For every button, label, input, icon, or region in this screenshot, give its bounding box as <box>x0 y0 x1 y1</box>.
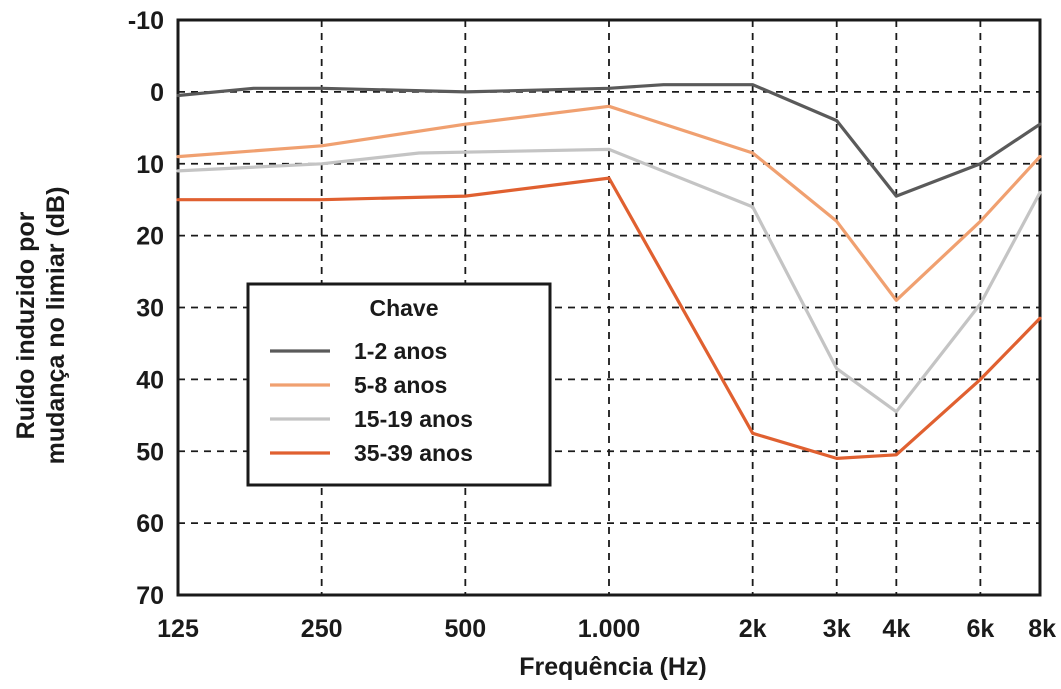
series-line-4 <box>176 176 1042 460</box>
legend-items: 1-2 anos 5-8 anos 15-19 anos 35-39 anos <box>270 338 473 466</box>
x-axis-title: Frequência (Hz) <box>519 653 707 681</box>
y-tick-label: 70 <box>136 582 164 610</box>
x-tick-label: 6k <box>966 615 994 643</box>
x-tick-label: 3k <box>823 615 851 643</box>
x-tick-label: 250 <box>301 615 343 643</box>
legend-label-3: 15-19 anos <box>354 406 473 432</box>
x-tick-label: 4k <box>882 615 910 643</box>
plot-area-frame <box>176 18 1042 597</box>
series-line-1 <box>176 83 1042 198</box>
x-axis-ticks: 125 250 500 1.000 2k 3k 4k 6k 8k <box>157 615 1056 643</box>
y-axis-title-line-1: Ruído induzido por <box>12 211 40 439</box>
y-tick-label: -10 <box>128 7 164 35</box>
y-tick-label: 60 <box>136 510 164 538</box>
series-line-2 <box>176 104 1042 302</box>
y-tick-label: 0 <box>150 79 164 107</box>
x-tick-label: 125 <box>157 615 199 643</box>
y-tick-label: 40 <box>136 366 164 394</box>
series-line-3 <box>176 147 1042 414</box>
legend: Chave 1-2 anos 5-8 anos 15-19 anos 35-39 an… <box>246 282 552 487</box>
y-tick-label: 20 <box>136 223 164 251</box>
x-tick-label: 1.000 <box>578 615 641 643</box>
y-axis-title-line-2: mudança no limiar (dB) <box>42 187 70 465</box>
y-axis-ticks: -10 0 10 20 30 40 50 60 70 <box>128 7 164 610</box>
legend-label-4: 35-39 anos <box>354 440 473 466</box>
x-tick-label: 8k <box>1028 615 1056 643</box>
y-axis-title: Ruído induzido por mudança no limiar (dB… <box>12 187 70 465</box>
y-tick-label: 30 <box>136 295 164 323</box>
y-tick-label: 10 <box>136 151 164 179</box>
x-tick-label: 2k <box>739 615 767 643</box>
legend-label-1: 1-2 anos <box>354 338 447 364</box>
y-tick-label: 50 <box>136 438 164 466</box>
x-tick-label: 500 <box>444 615 486 643</box>
legend-label-2: 5-8 anos <box>354 372 447 398</box>
data-series <box>176 83 1042 460</box>
legend-title: Chave <box>369 295 438 321</box>
